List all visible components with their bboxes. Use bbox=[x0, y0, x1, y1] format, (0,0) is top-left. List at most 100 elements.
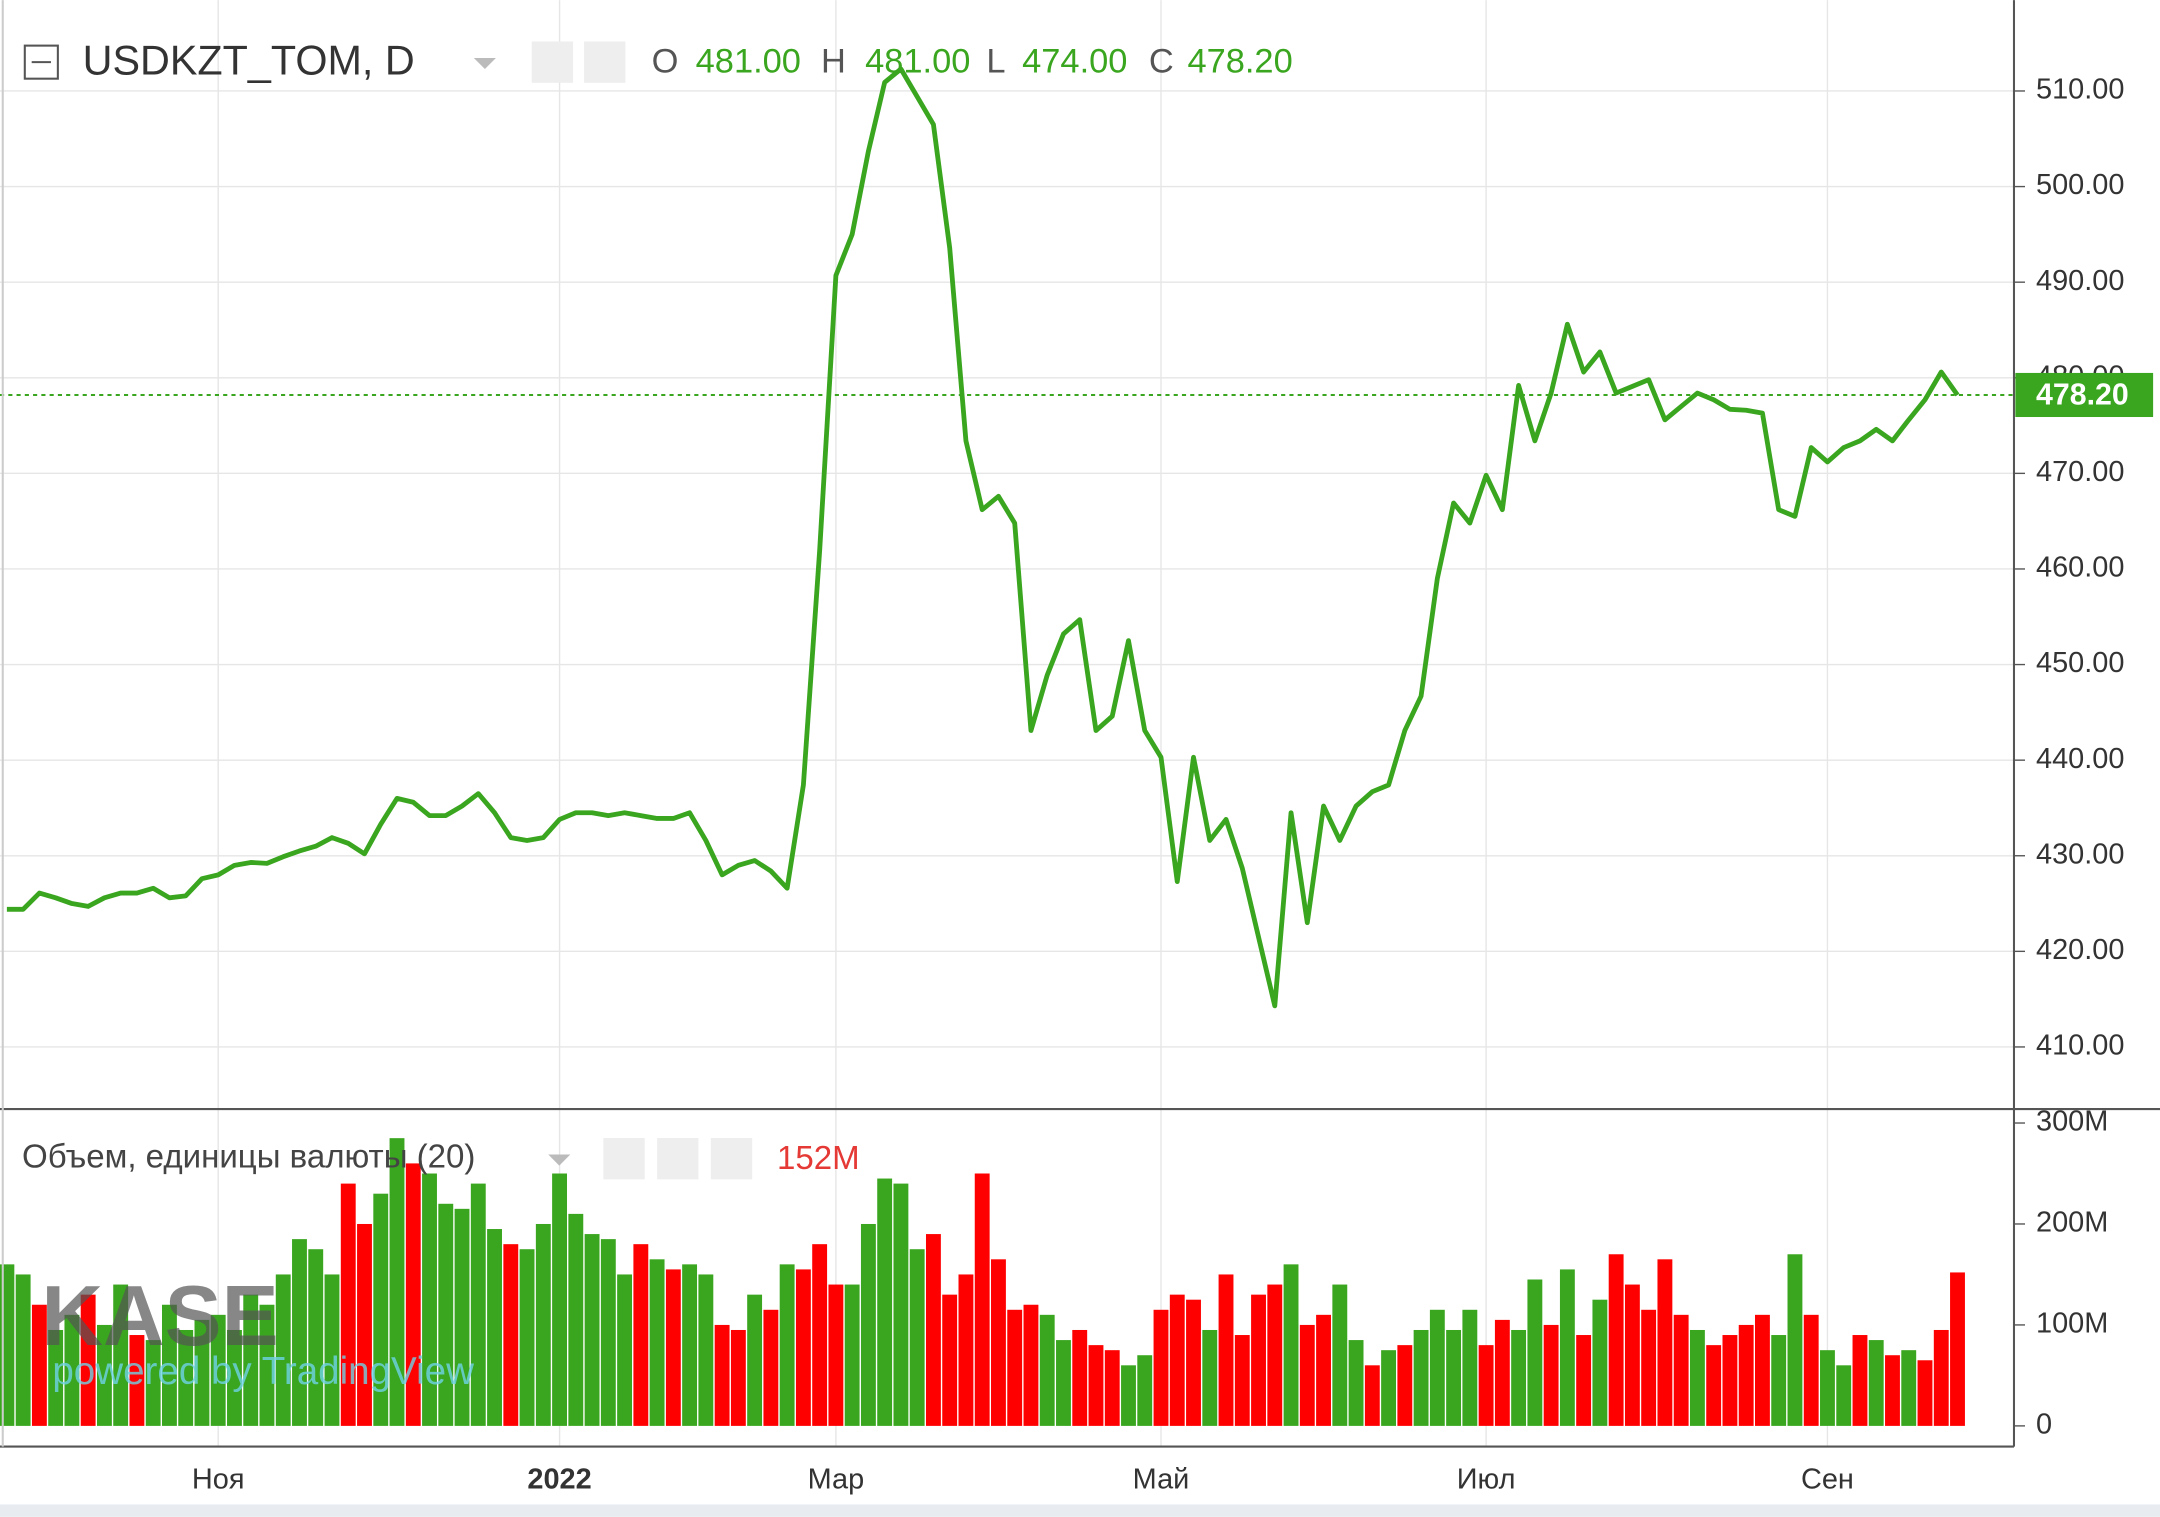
x-tick-label: 2022 bbox=[527, 1464, 591, 1496]
volume-bar bbox=[1234, 1335, 1250, 1426]
volume-bar bbox=[292, 1239, 307, 1426]
volume-bar bbox=[1738, 1324, 1754, 1426]
volume-bar bbox=[1137, 1355, 1153, 1426]
volume-bar bbox=[1673, 1314, 1689, 1426]
volume-bar bbox=[1917, 1360, 1933, 1426]
volume-bar bbox=[763, 1309, 779, 1426]
last-price-label: 478.20 bbox=[2036, 378, 2129, 411]
volume-bar bbox=[909, 1249, 925, 1426]
volume-bar bbox=[942, 1294, 958, 1426]
ohlc-value: 474.00 bbox=[1022, 43, 1127, 81]
volume-bar bbox=[1218, 1274, 1234, 1426]
volume-bar bbox=[1722, 1335, 1738, 1426]
volume-bar bbox=[519, 1249, 535, 1426]
y-tick-label: 440.00 bbox=[2036, 743, 2124, 775]
volume-bar bbox=[1901, 1350, 1917, 1426]
volume-bar bbox=[1755, 1314, 1770, 1426]
dropdown-icon[interactable] bbox=[548, 1154, 571, 1166]
volume-bar bbox=[470, 1183, 486, 1426]
collapse-button[interactable] bbox=[23, 44, 59, 80]
volume-bar bbox=[682, 1264, 698, 1426]
volume-bar bbox=[991, 1259, 1006, 1426]
volume-bar bbox=[1657, 1259, 1673, 1426]
volume-bar bbox=[1381, 1350, 1397, 1426]
volume-bar bbox=[1462, 1309, 1478, 1426]
volume-bar bbox=[162, 1304, 177, 1426]
volume-bar bbox=[454, 1208, 470, 1426]
volume-bar bbox=[1283, 1264, 1299, 1426]
volume-bar bbox=[64, 1314, 80, 1426]
dropdown-icon[interactable] bbox=[473, 58, 496, 70]
volume-title: Объем, единицы валюты (20) bbox=[22, 1138, 475, 1175]
x-tick-label: Май bbox=[1133, 1464, 1190, 1496]
y-tick-label: 200M bbox=[2036, 1207, 2108, 1239]
grid bbox=[0, 0, 2014, 1447]
volume-bar bbox=[1885, 1355, 1900, 1426]
volume-bar bbox=[584, 1234, 600, 1426]
volume-bar bbox=[503, 1244, 519, 1426]
volume-bar bbox=[1592, 1299, 1608, 1426]
eye-button[interactable] bbox=[603, 1138, 645, 1180]
ohlc-value: 481.00 bbox=[865, 43, 970, 81]
volume-bar bbox=[145, 1340, 161, 1426]
symbol-title: USDKZT_TOM, D bbox=[83, 37, 415, 83]
volume-bar bbox=[535, 1223, 551, 1426]
settings-button[interactable] bbox=[657, 1138, 699, 1180]
settings-button[interactable] bbox=[584, 41, 626, 83]
y-tick-label: 460.00 bbox=[2036, 552, 2124, 584]
volume-bar bbox=[373, 1193, 389, 1426]
volume-bar bbox=[1007, 1309, 1023, 1426]
volume-bar bbox=[243, 1294, 259, 1426]
eye-button[interactable] bbox=[531, 41, 574, 83]
volume-bar bbox=[1836, 1365, 1852, 1426]
volume-bar bbox=[1706, 1345, 1722, 1426]
volume-bar bbox=[1803, 1314, 1819, 1426]
volume-bar bbox=[1251, 1294, 1266, 1426]
y-tick-label: 430.00 bbox=[2036, 838, 2124, 870]
volume-bar bbox=[80, 1294, 96, 1426]
volume-bar bbox=[665, 1269, 681, 1426]
x-tick-label: Мар bbox=[808, 1464, 865, 1496]
volume-bar bbox=[340, 1183, 356, 1426]
volume-bar bbox=[1787, 1254, 1803, 1426]
ohlc-key: O bbox=[652, 43, 679, 81]
close-button[interactable] bbox=[710, 1138, 753, 1180]
volume-bar bbox=[1088, 1345, 1104, 1426]
volume-bar bbox=[1478, 1345, 1494, 1426]
volume-bar bbox=[1446, 1329, 1462, 1426]
volume-bar bbox=[1950, 1272, 1965, 1426]
volume-bar bbox=[568, 1213, 584, 1426]
ohlc-key: H bbox=[821, 43, 846, 81]
volume-bar bbox=[1868, 1340, 1884, 1426]
volume-bar bbox=[925, 1234, 941, 1426]
volume-bar bbox=[1316, 1314, 1331, 1426]
volume-bar bbox=[1608, 1254, 1624, 1426]
y-tick-label: 510.00 bbox=[2036, 74, 2124, 106]
volume-bar bbox=[227, 1329, 242, 1426]
ohlc-key: L bbox=[986, 43, 1005, 81]
volume-bar bbox=[1429, 1309, 1445, 1426]
volume-bar bbox=[1689, 1329, 1705, 1426]
volume-bar bbox=[422, 1173, 437, 1426]
ohlc: O 481.00 H 481.00 L 474.00 C 478.20 bbox=[652, 43, 1293, 81]
volume-bar bbox=[487, 1229, 502, 1426]
x-tick-label: Ноя bbox=[192, 1464, 245, 1496]
volume-bar bbox=[96, 1324, 112, 1426]
volume-bar bbox=[844, 1284, 860, 1426]
volume-bar bbox=[1056, 1340, 1071, 1426]
volume-bar bbox=[1039, 1314, 1055, 1426]
y-tick-label: 420.00 bbox=[2036, 934, 2124, 966]
volume-bar bbox=[405, 1163, 421, 1426]
volume-bar bbox=[974, 1173, 990, 1426]
ohlc-value: 481.00 bbox=[696, 43, 801, 81]
volume-bar bbox=[633, 1244, 649, 1426]
volume-bar bbox=[1413, 1329, 1429, 1426]
y-tick-label: 490.00 bbox=[2036, 265, 2124, 297]
y-tick-label: 100M bbox=[2036, 1308, 2108, 1340]
volume-value: 152M bbox=[777, 1140, 860, 1177]
watermark: KASE bbox=[41, 1269, 278, 1364]
y-tick-label: 450.00 bbox=[2036, 647, 2124, 679]
volume-bar bbox=[1624, 1284, 1640, 1426]
volume-bar bbox=[389, 1138, 405, 1426]
